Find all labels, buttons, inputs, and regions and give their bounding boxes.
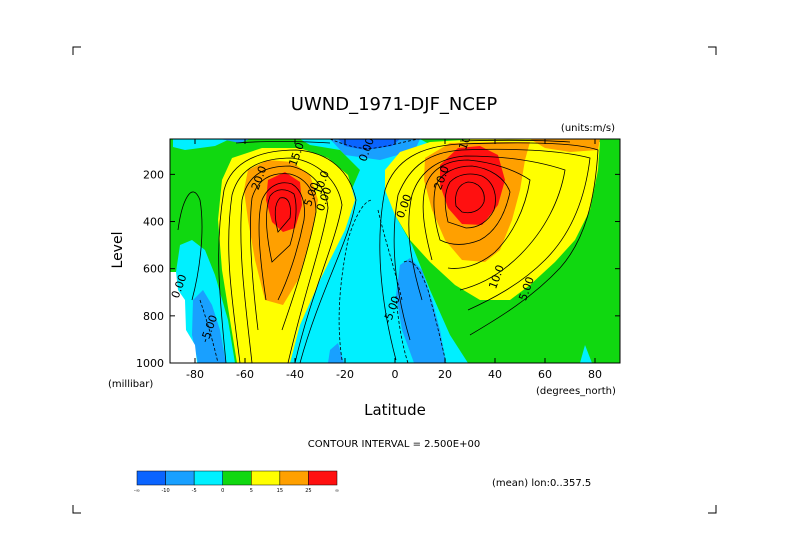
y-tick-label: 600	[143, 263, 164, 276]
fill-band-below-minus10	[338, 139, 400, 150]
colorbar-swatch	[136, 470, 166, 486]
y-tick-label: 200	[143, 168, 164, 181]
colorbar-swatch	[222, 470, 252, 486]
colorbar-tick-label: 15	[277, 488, 283, 494]
colorbar-tick-label: 5	[250, 488, 253, 494]
x-tick-label: -60	[236, 368, 254, 381]
x-tick-label: 80	[588, 368, 602, 381]
colorbar-tick-label: -10	[161, 488, 169, 494]
units-label: (units:m/s)	[561, 123, 615, 134]
y-tick-label: 400	[143, 216, 164, 229]
y-units-label: (millibar)	[108, 379, 153, 390]
colorbar-tick-label: 25	[305, 488, 311, 494]
y-tick-label: 800	[143, 310, 164, 323]
colorbar-tick-label: -∞	[134, 488, 140, 494]
contour-plot-area: 10.015.020.0 10.05.000.00 0.000.0020.010.0…	[170, 139, 620, 363]
x-axis-label: Latitude	[364, 401, 426, 419]
x-tick-label: 60	[538, 368, 552, 381]
colorbar-swatch	[308, 470, 338, 486]
x-tick-label: -80	[186, 368, 204, 381]
colorbar-tick-label: -5	[192, 488, 197, 494]
colorbar-swatch	[165, 470, 195, 486]
contour-lines	[177, 139, 599, 363]
y-tick-label: 1000	[136, 357, 164, 370]
colorbar-swatch	[193, 470, 223, 486]
x-units-label: (degrees_north)	[536, 386, 616, 397]
colorbar: -∞ -10 -5 0 5 15 25 ∞	[134, 470, 339, 494]
subset-label: (mean) lon:0..357.5	[492, 478, 591, 489]
x-axis: -80 -60 -40 -20 0 20 40 60 80	[186, 139, 602, 381]
colorbar-tick-label: ∞	[335, 488, 339, 494]
corner-marks	[72, 46, 717, 514]
x-tick-label: 20	[438, 368, 452, 381]
fill-band-15-25-upper	[530, 139, 600, 152]
y-axis-label: Level	[110, 232, 126, 269]
contour-interval-label: CONTOUR INTERVAL = 2.500E+00	[308, 439, 480, 450]
colorbar-swatch	[279, 470, 309, 486]
colorbar-swatch	[251, 470, 281, 486]
colorbar-tick-label: 0	[221, 488, 224, 494]
missing-data-region	[170, 272, 197, 363]
x-tick-label: 0	[392, 368, 399, 381]
x-tick-label: -40	[286, 368, 304, 381]
fill-band-minus10-minus5	[192, 139, 446, 363]
y-axis: 200 400 600 800 1000	[136, 168, 620, 370]
x-tick-label: -20	[336, 368, 354, 381]
x-tick-label: 40	[488, 368, 502, 381]
chart-title: UWND_1971-DJF_NCEP	[291, 94, 498, 115]
